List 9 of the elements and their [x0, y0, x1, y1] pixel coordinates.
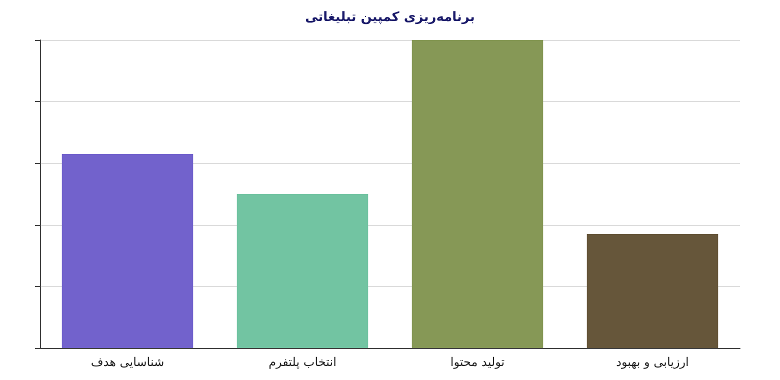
x-tick-label: شناسایی هدف — [90, 355, 164, 369]
bar — [412, 40, 544, 348]
bar — [586, 234, 718, 348]
x-tick-label: ارزیابی و بهبود — [616, 355, 689, 369]
bar — [62, 154, 194, 348]
bar — [236, 194, 368, 348]
chart-title: برنامه‌ریزی کمپین تبلیغاتی — [305, 10, 475, 25]
x-tick-label: تولید محتوا — [450, 355, 505, 369]
x-tick-label: انتخاب پلتفرم — [268, 355, 336, 369]
